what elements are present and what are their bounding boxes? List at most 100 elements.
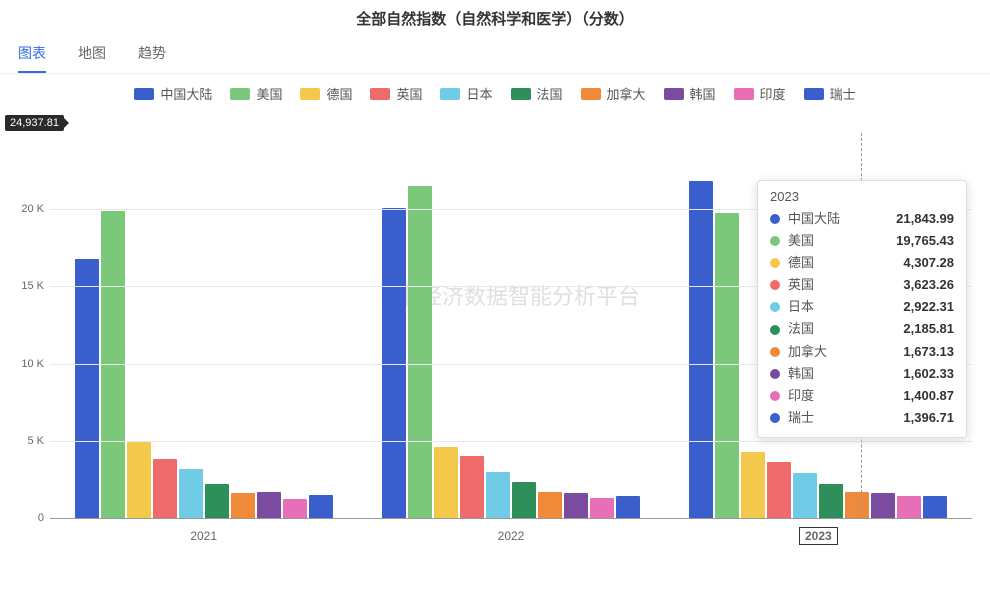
legend-item[interactable]: 瑞士 bbox=[804, 84, 856, 103]
tooltip-series-name: 印度 bbox=[788, 385, 895, 407]
y-tick-label: 10 K bbox=[8, 358, 44, 370]
bar[interactable] bbox=[408, 186, 432, 518]
legend-swatch bbox=[664, 88, 684, 100]
y-tick-label: 20 K bbox=[8, 203, 44, 215]
page-title: 全部自然指数（自然科学和医学）（分数） bbox=[0, 0, 990, 29]
bar[interactable] bbox=[819, 484, 843, 518]
legend-item[interactable]: 日本 bbox=[440, 84, 492, 103]
tooltip-dot-icon bbox=[770, 413, 780, 423]
ymax-badge: 24,937.81 bbox=[5, 115, 64, 131]
tooltip-row: 日本2,922.31 bbox=[770, 296, 954, 318]
legend-item[interactable]: 德国 bbox=[300, 84, 352, 103]
tooltip-row: 美国 19,765.43 bbox=[770, 230, 954, 252]
legend-swatch bbox=[300, 88, 320, 100]
y-tick-label: 15 K bbox=[8, 280, 44, 292]
x-tick-label: 2023 bbox=[665, 523, 972, 547]
tooltip-series-value: 4,307.28 bbox=[903, 252, 954, 274]
legend-label: 美国 bbox=[256, 84, 282, 103]
legend-swatch bbox=[804, 88, 824, 100]
tooltip-dot-icon bbox=[770, 214, 780, 224]
legend-label: 加拿大 bbox=[607, 84, 646, 103]
tooltip-series-value: 3,623.26 bbox=[903, 274, 954, 296]
legend-swatch bbox=[230, 88, 250, 100]
bar[interactable] bbox=[538, 492, 562, 518]
bar[interactable] bbox=[845, 492, 869, 518]
tooltip-series-value: 2,185.81 bbox=[903, 318, 954, 340]
legend-item[interactable]: 美国 bbox=[230, 84, 282, 103]
tooltip-row: 瑞士1,396.71 bbox=[770, 407, 954, 429]
legend-label: 日本 bbox=[466, 84, 492, 103]
legend-label: 瑞士 bbox=[830, 84, 856, 103]
tooltip-row: 韩国1,602.33 bbox=[770, 363, 954, 385]
tooltip-series-name: 日本 bbox=[788, 296, 895, 318]
bar[interactable] bbox=[590, 498, 614, 518]
bar[interactable] bbox=[923, 496, 947, 518]
tooltip-series-value: 1,396.71 bbox=[903, 407, 954, 429]
legend-label: 德国 bbox=[326, 84, 352, 103]
tooltip-dot-icon bbox=[770, 236, 780, 246]
tooltip-series-name: 加拿大 bbox=[788, 341, 895, 363]
legend: 中国大陆 美国 德国英国 日本法国 加拿大韩国 印度 瑞士 bbox=[0, 74, 990, 107]
bar[interactable] bbox=[793, 473, 817, 518]
tooltip-dot-icon bbox=[770, 280, 780, 290]
bar[interactable] bbox=[127, 442, 151, 518]
gridline bbox=[50, 441, 972, 442]
bar[interactable] bbox=[434, 447, 458, 518]
tab-地图[interactable]: 地图 bbox=[78, 43, 106, 73]
bar[interactable] bbox=[897, 496, 921, 518]
tooltip-row: 德国 4,307.28 bbox=[770, 252, 954, 274]
tooltip-dot-icon bbox=[770, 325, 780, 335]
tooltip-series-value: 1,400.87 bbox=[903, 385, 954, 407]
legend-item[interactable]: 加拿大 bbox=[581, 84, 646, 103]
bar[interactable] bbox=[283, 499, 307, 518]
tooltip-series-name: 美国 bbox=[788, 230, 888, 252]
legend-label: 中国大陆 bbox=[160, 84, 212, 103]
x-axis-labels: 202120222023 bbox=[50, 523, 972, 547]
bar-group bbox=[357, 133, 664, 518]
legend-swatch bbox=[734, 88, 754, 100]
bar[interactable] bbox=[741, 452, 765, 518]
bar[interactable] bbox=[715, 213, 739, 518]
tooltip-row: 法国 2,185.81 bbox=[770, 318, 954, 340]
tooltip-series-name: 英国 bbox=[788, 274, 895, 296]
tooltip: 2023 中国大陆21,843.99美国19,765.43德国4,307.28英… bbox=[757, 180, 967, 438]
tooltip-series-value: 21,843.99 bbox=[896, 208, 954, 230]
bar[interactable] bbox=[616, 496, 640, 518]
x-tick-label: 2021 bbox=[50, 523, 357, 547]
tooltip-series-value: 19,765.43 bbox=[896, 230, 954, 252]
tooltip-series-name: 法国 bbox=[788, 318, 895, 340]
bar[interactable] bbox=[512, 482, 536, 518]
tooltip-dot-icon bbox=[770, 347, 780, 357]
tooltip-series-name: 韩国 bbox=[788, 363, 895, 385]
bar[interactable] bbox=[564, 493, 588, 518]
bar[interactable] bbox=[257, 492, 281, 518]
bar[interactable] bbox=[179, 469, 203, 518]
tab-图表[interactable]: 图表 bbox=[18, 43, 46, 73]
tabs-bar: 图表 地图 趋势 bbox=[0, 29, 990, 74]
bar[interactable] bbox=[871, 493, 895, 518]
tooltip-title: 2023 bbox=[770, 189, 954, 204]
bar[interactable] bbox=[460, 456, 484, 518]
y-tick-label: 0 bbox=[8, 512, 44, 524]
tooltip-row: 加拿大1,673.13 bbox=[770, 341, 954, 363]
legend-item[interactable]: 中国大陆 bbox=[134, 84, 212, 103]
legend-item[interactable]: 印度 bbox=[734, 84, 786, 103]
bar[interactable] bbox=[486, 472, 510, 518]
legend-item[interactable]: 韩国 bbox=[664, 84, 716, 103]
tab-趋势[interactable]: 趋势 bbox=[138, 43, 166, 73]
bar[interactable] bbox=[309, 495, 333, 518]
bar[interactable] bbox=[153, 459, 177, 518]
tooltip-dot-icon bbox=[770, 369, 780, 379]
bar[interactable] bbox=[767, 462, 791, 518]
bar[interactable] bbox=[205, 484, 229, 518]
bar[interactable] bbox=[231, 493, 255, 518]
legend-swatch bbox=[370, 88, 390, 100]
chart-container: 全部自然指数（自然科学和医学）（分数） 图表地图趋势 中国大陆美国德国英国日本法… bbox=[0, 0, 990, 598]
legend-swatch bbox=[134, 88, 154, 100]
bar[interactable] bbox=[689, 181, 713, 518]
legend-item[interactable]: 英国 bbox=[370, 84, 422, 103]
tooltip-series-name: 德国 bbox=[788, 252, 895, 274]
bar[interactable] bbox=[75, 259, 99, 518]
legend-item[interactable]: 法国 bbox=[511, 84, 563, 103]
legend-label: 印度 bbox=[760, 84, 786, 103]
